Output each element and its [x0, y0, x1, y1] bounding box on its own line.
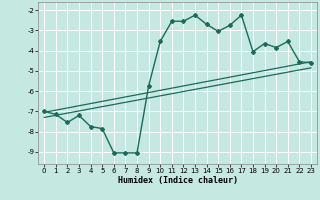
- X-axis label: Humidex (Indice chaleur): Humidex (Indice chaleur): [118, 176, 238, 185]
